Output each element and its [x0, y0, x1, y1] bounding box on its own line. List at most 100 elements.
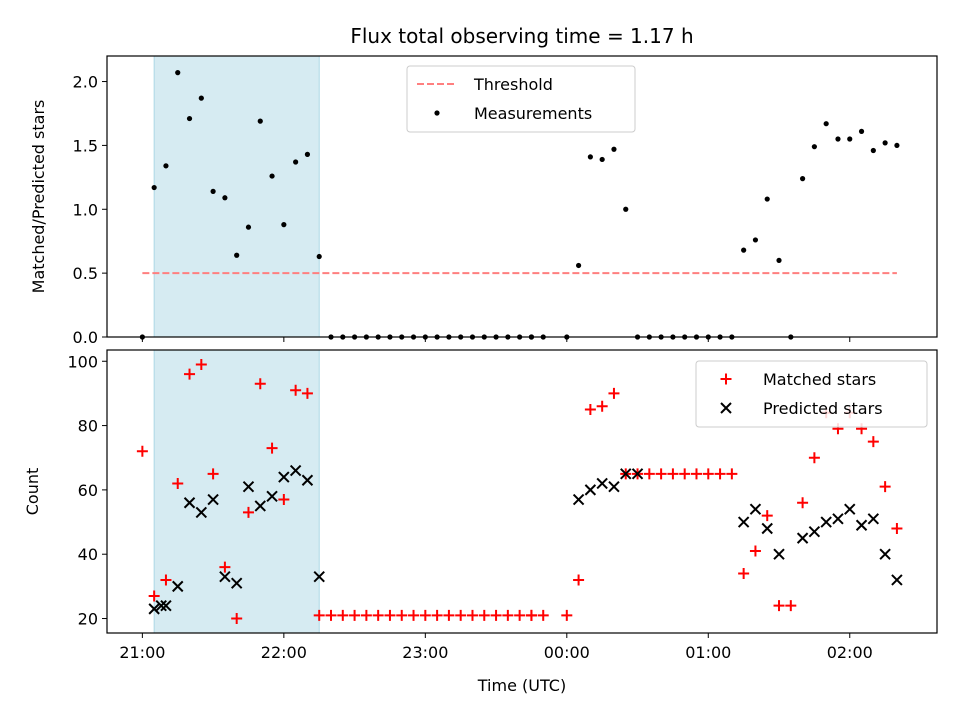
plot-frame	[106, 349, 938, 634]
matched-stars-point	[785, 600, 797, 612]
matched-stars-point	[726, 468, 738, 480]
matched-stars-point	[655, 468, 667, 480]
matched-stars-point	[573, 574, 585, 586]
matched-stars-point	[561, 609, 573, 621]
predicted-stars-point	[148, 603, 160, 615]
matched-stars-point	[702, 468, 714, 480]
matched-stars-point	[584, 403, 596, 415]
x-axis-label: Time (UTC)	[477, 676, 566, 695]
matched-stars-point	[290, 384, 302, 396]
legend-threshold-label: Threshold	[473, 75, 553, 94]
matched-stars-point	[207, 468, 219, 480]
predicted-stars-point	[761, 522, 773, 535]
legend-predicted-label: Predicted stars	[763, 399, 883, 418]
measurement-point	[741, 247, 747, 253]
measurement-point	[222, 195, 228, 201]
predicted-stars-point	[160, 599, 172, 612]
y-tick-label: 80	[78, 417, 98, 436]
x-tick-label: 00:00	[544, 643, 590, 662]
predicted-stars-point	[195, 506, 208, 519]
legend-predicted-swatch	[720, 402, 732, 414]
predicted-stars-point	[230, 577, 243, 589]
matched-stars-point	[667, 468, 679, 480]
predicted-stars-point	[867, 513, 880, 525]
matched-stars-point	[266, 442, 278, 454]
y-tick-label: 20	[78, 610, 98, 629]
matched-stars-point	[502, 609, 514, 621]
measurement-point	[799, 176, 806, 182]
legend-matched-label: Matched stars	[763, 370, 876, 389]
predicted-stars-point	[219, 571, 231, 583]
predicted-stars-point	[820, 516, 832, 528]
measurement-point	[186, 115, 193, 122]
measurement-point	[269, 173, 275, 179]
measurement-point	[575, 262, 582, 269]
matched-stars-point	[349, 609, 361, 621]
matched-stars-point	[643, 468, 655, 480]
predicted-stars-point	[844, 503, 856, 515]
measurement-point	[198, 95, 204, 101]
matched-stars-point	[537, 609, 549, 621]
predicted-stars-point	[596, 477, 608, 490]
matched-stars-point	[384, 609, 396, 621]
matched-stars-point	[749, 545, 761, 557]
matched-stars-point	[608, 387, 620, 399]
top-chart: 0.0 0.5 1.0 1.5 2.0 Matched/Predicted stars Fl…	[29, 24, 938, 347]
measurement-point	[210, 188, 216, 194]
matched-stars-point	[478, 609, 490, 621]
matched-stars-point	[761, 510, 773, 522]
matched-stars-point	[301, 387, 313, 399]
predicted-stars-point	[796, 532, 809, 544]
matched-stars-point	[808, 452, 820, 464]
measurement-point	[163, 163, 169, 169]
y-tick-label: 0.5	[73, 264, 98, 283]
bottom-chart: 20 40 60 80 100 21:00 22:00 23:00 00:00 01:00 02:0…	[23, 349, 938, 695]
matched-stars-point	[360, 609, 372, 621]
measurement-point	[870, 147, 876, 154]
matched-stars-point	[714, 468, 726, 480]
legend-matched-swatch	[720, 373, 732, 385]
matched-stars-point	[231, 613, 243, 625]
matched-stars-point	[254, 378, 266, 390]
matched-stars-point	[431, 609, 443, 621]
predicted-stars-point	[266, 490, 278, 503]
predicted-stars-point	[301, 474, 314, 486]
matched-stars-point	[879, 481, 891, 493]
matched-stars-point	[184, 368, 196, 380]
measurement-point	[281, 222, 287, 228]
legend: Threshold Measurements	[406, 65, 636, 133]
matched-stars-point	[337, 609, 349, 621]
predicted-stars-point	[183, 497, 196, 509]
predicted-stars-point	[855, 519, 868, 531]
y-tick-label: 60	[78, 481, 98, 500]
measurement-point	[882, 140, 888, 146]
matched-stars-point	[455, 609, 467, 621]
x-tick-label: 21:00	[119, 643, 165, 662]
measurement-point	[599, 156, 605, 163]
measurement-point	[847, 136, 853, 142]
matched-stars-point	[490, 609, 502, 621]
measurement-point	[764, 196, 770, 202]
x-tick-label: 01:00	[685, 643, 731, 662]
measurement-point	[175, 70, 181, 76]
matched-stars-point	[242, 506, 254, 518]
matched-stars-point	[195, 358, 207, 370]
y-tick-label: 1.0	[73, 200, 98, 219]
matched-stars-point	[325, 609, 337, 621]
matched-stars-point	[148, 590, 160, 602]
matched-stars-point	[172, 477, 184, 489]
y-tick-label: 1.5	[73, 136, 98, 155]
predicted-stars-point	[254, 500, 266, 512]
matched-stars-point	[408, 609, 420, 621]
predicted-stars-point	[584, 484, 597, 496]
predicted-stars-point	[313, 571, 325, 583]
matched-stars-point	[773, 600, 785, 612]
matched-stars-point	[738, 568, 750, 580]
matched-stars-point	[443, 609, 455, 621]
predicted-stars-point	[207, 493, 219, 506]
predicted-stars-point	[631, 468, 644, 480]
matched-stars-point	[219, 561, 231, 573]
legend-measurements-label: Measurements	[474, 104, 592, 123]
y-tick-label: 2.0	[73, 73, 98, 92]
